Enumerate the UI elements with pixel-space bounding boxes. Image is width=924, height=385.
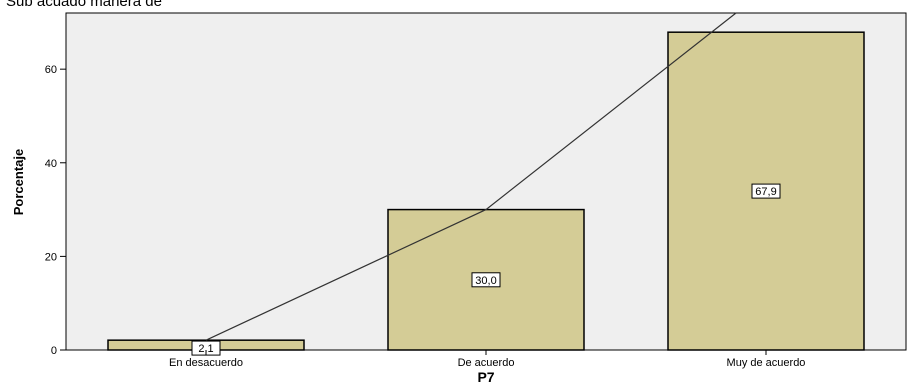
data-label-box bbox=[191, 340, 221, 356]
data-label-text: 30,0 bbox=[475, 275, 496, 287]
data-label-text: 2,1 bbox=[198, 343, 213, 355]
data-label: 30,0 bbox=[471, 272, 501, 288]
x-tick-label: Muy de acuerdo bbox=[727, 357, 806, 369]
data-labels-group: 2,1 30,0 67,9 bbox=[191, 183, 781, 356]
data-label-box bbox=[751, 183, 781, 199]
data-label-text: 67,9 bbox=[755, 186, 776, 198]
y-tick-label: 0 bbox=[51, 345, 57, 357]
data-label: 67,9 bbox=[751, 183, 781, 199]
y-tick-label: 40 bbox=[45, 158, 57, 170]
x-axis: En desacuerdo De acuerdo Muy de acuerdo bbox=[169, 350, 805, 369]
y-axis-title: Porcentaje bbox=[11, 149, 26, 215]
y-tick-label: 20 bbox=[45, 251, 57, 263]
line-layer bbox=[205, 12, 737, 341]
cumulative-line bbox=[205, 12, 737, 341]
x-axis-title: P7 bbox=[477, 369, 494, 385]
chart-title-partial: Sub acuado manera de bbox=[6, 0, 162, 10]
data-label-box bbox=[471, 272, 501, 288]
y-axis: 0 20 40 60 bbox=[45, 64, 66, 357]
data-label: 2,1 bbox=[191, 340, 221, 356]
y-tick-label: 60 bbox=[45, 64, 57, 76]
x-tick-label: De acuerdo bbox=[458, 357, 515, 369]
x-tick-label: En desacuerdo bbox=[169, 357, 243, 369]
